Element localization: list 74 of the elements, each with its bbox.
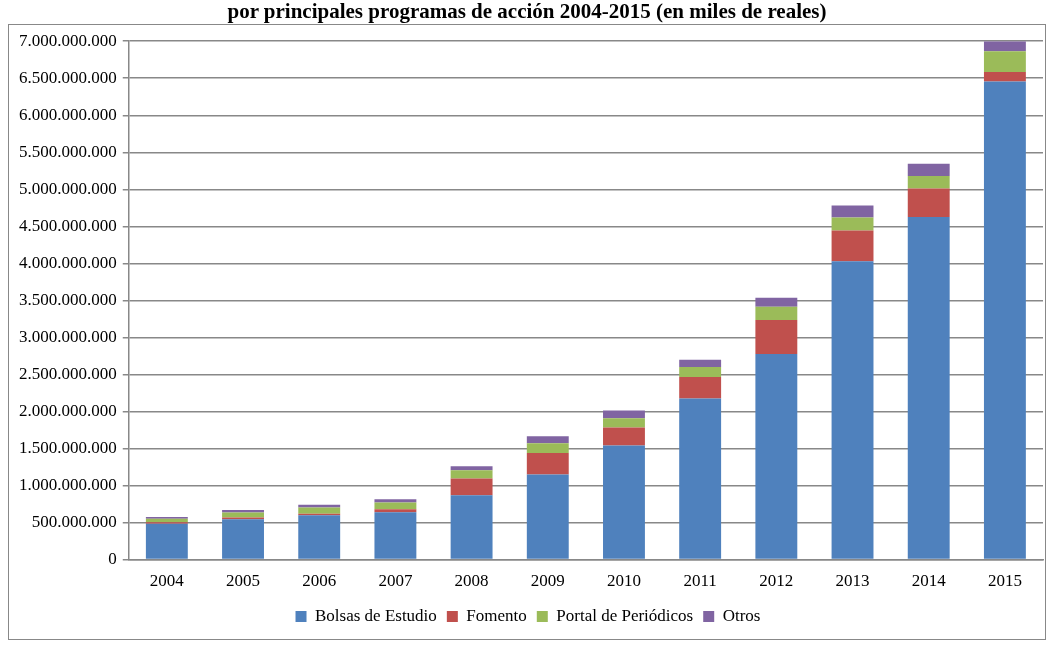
bar [450,478,493,496]
y-tick-label: 3.000.000.000 [19,326,117,346]
bar [983,51,1026,72]
bar [831,205,874,218]
bar [831,230,874,262]
y-tick-label: 1.500.000.000 [19,437,117,457]
chart-title: por principales programas de acción 2004-2015 (en miles de reales) [226,0,828,23]
bar [755,297,798,307]
bar [374,509,417,513]
y-tick-label: 2.500.000.000 [19,363,117,383]
bar [679,359,722,368]
y-tick-label: 5.000.000.000 [19,178,117,198]
bar [526,436,569,444]
y-tick-label: 0 [108,549,117,569]
bar [755,354,798,559]
legend-label: Otros [722,605,761,625]
x-tick-label: 2008 [454,571,489,591]
y-tick-label: 4.500.000.000 [19,215,117,235]
x-tick-label: 2013 [835,571,870,591]
bar [450,495,493,559]
y-tick-label: 1.000.000.000 [19,475,117,495]
bar [526,474,569,559]
x-tick-label: 2014 [911,571,947,591]
bar [679,377,722,399]
x-tick-label: 2007 [378,571,413,591]
y-tick-label: 2.000.000.000 [19,400,117,420]
bar [983,81,1026,559]
legend-label: Portal de Periódicos [556,605,694,625]
bar [679,398,722,559]
bar [831,217,874,231]
x-tick-label: 2015 [987,571,1022,591]
y-tick-label: 5.500.000.000 [19,141,117,161]
y-tick-label: 6.000.000.000 [19,104,117,124]
bar [831,261,874,559]
x-tick-label: 2005 [226,571,261,591]
x-tick-label: 2009 [530,571,565,591]
x-tick-label: 2006 [302,571,337,591]
x-tick-label: 2004 [149,571,185,591]
bar [145,523,188,559]
bar [907,175,950,189]
bar [374,512,417,559]
x-tick-label: 2012 [759,571,794,591]
y-tick-label: 500.000.000 [31,512,117,532]
bar [222,519,264,559]
bar [907,217,950,559]
bar [983,71,1026,82]
y-tick-label: 4.000.000.000 [19,252,117,272]
legend-label: Bolsas de Estudio [315,605,437,625]
bar [679,367,722,378]
bar [603,410,645,419]
bar [298,515,341,559]
bar [755,306,798,321]
bar [298,507,341,514]
x-tick-label: 2011 [683,571,717,591]
legend-label: Fomento [466,605,527,625]
x-tick-label: 2010 [606,571,641,591]
bar [222,509,264,513]
bar [374,502,417,510]
bar [603,427,645,446]
bar [603,445,645,559]
bar [374,499,417,503]
bar [603,418,645,428]
bar [755,320,798,355]
bar [145,518,188,523]
y-tick-label: 7.000.000.000 [19,30,117,50]
bar [526,452,569,475]
bar [983,41,1026,52]
bar [526,443,569,453]
y-tick-label: 6.500.000.000 [19,67,117,87]
bar [450,470,493,479]
bar [450,466,493,471]
bar [907,163,950,176]
bar [907,188,950,218]
y-tick-label: 3.500.000.000 [19,289,117,309]
